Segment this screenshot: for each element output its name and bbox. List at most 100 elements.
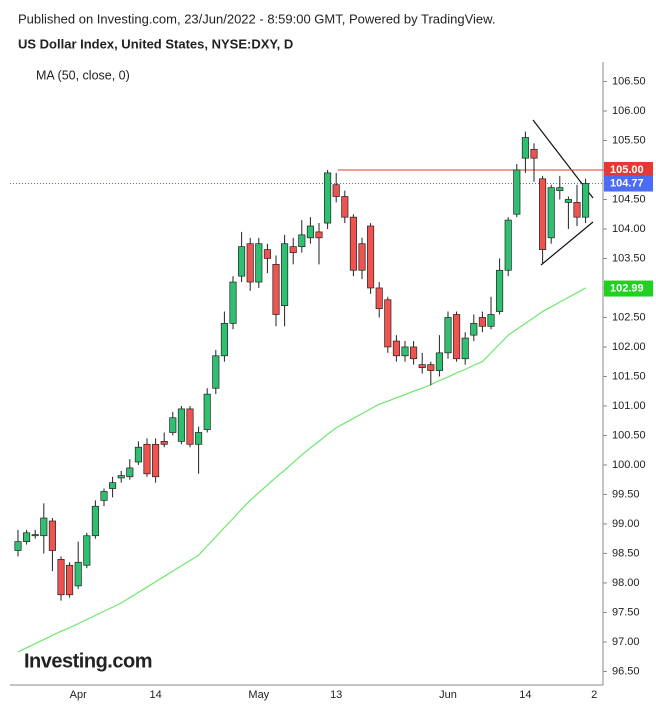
y-tick-label: 105.50 <box>612 134 646 146</box>
candle-body <box>306 225 314 239</box>
price-label: 104.77 <box>610 177 644 189</box>
candle-body <box>31 534 39 537</box>
candle-body <box>564 199 572 203</box>
header: Published on Investing.com, 23/Jun/2022 … <box>18 11 495 26</box>
price-label-box <box>604 280 653 297</box>
candle-body <box>401 346 409 357</box>
y-tick-label: 96.50 <box>612 665 640 677</box>
candle-body <box>573 202 581 218</box>
logo: Investing.com <box>24 650 152 672</box>
candle-body <box>117 475 125 479</box>
candle-body <box>513 169 521 215</box>
y-tick-label: 99.00 <box>612 518 640 530</box>
candle-body <box>195 432 203 445</box>
x-tick-label: 14 <box>519 689 531 701</box>
y-tick-label: 101.50 <box>612 370 646 382</box>
candle-body <box>212 355 220 389</box>
y-tick-label: 99.50 <box>612 488 640 500</box>
candle-body <box>281 243 289 307</box>
candle-body <box>100 491 108 501</box>
candle-body <box>160 440 168 445</box>
candle-body <box>83 535 91 566</box>
y-tick-label: 98.00 <box>612 577 640 589</box>
x-tick-label: 14 <box>149 689 161 701</box>
candle-body <box>263 249 271 259</box>
candle-body <box>57 558 65 596</box>
candle-body <box>530 148 538 159</box>
candle-body <box>289 246 297 253</box>
candle-body <box>392 340 400 357</box>
candle-body <box>358 243 366 271</box>
y-tick-label: 98.50 <box>612 547 640 559</box>
x-tick-label: 13 <box>330 689 342 701</box>
x-tick-label: May <box>248 689 269 701</box>
candle-body <box>74 561 82 587</box>
candle-body <box>470 323 478 336</box>
candle-body <box>582 183 590 218</box>
y-tick-label: 102.00 <box>612 341 646 353</box>
candle-body <box>453 314 461 360</box>
y-tick-label: 104.50 <box>612 193 646 205</box>
y-tick-label: 97.00 <box>612 636 640 648</box>
candle-body <box>324 172 332 224</box>
chart-title: US Dollar Index, United States, NYSE:DXY… <box>18 36 293 51</box>
x-tick-label: 2 <box>591 689 597 701</box>
triangle-lower <box>540 221 594 266</box>
candle-body <box>461 337 469 360</box>
candle-body <box>109 482 117 489</box>
candle-body <box>134 446 142 463</box>
candle-body <box>375 287 383 309</box>
candle-body <box>220 323 228 357</box>
ma-line <box>17 287 586 653</box>
candle-body <box>152 443 160 478</box>
candle-body <box>66 564 74 596</box>
candle-body <box>246 243 254 283</box>
price-label: 105.00 <box>610 164 644 176</box>
candle-body <box>23 532 31 542</box>
candle-body <box>478 317 486 327</box>
candle-body <box>547 187 555 239</box>
candle-body <box>229 281 237 324</box>
candle-body <box>143 443 151 475</box>
candle-body <box>91 505 99 537</box>
candle-body <box>487 314 495 327</box>
price-label-box <box>604 161 653 178</box>
candle-body <box>40 517 48 537</box>
price-label-box <box>604 175 653 192</box>
candle-body <box>539 178 547 250</box>
candle-body <box>186 408 194 445</box>
y-tick-label: 106.00 <box>612 105 646 117</box>
candle-body <box>349 216 357 271</box>
x-tick-label: Jun <box>439 689 457 701</box>
candle-body <box>427 364 435 371</box>
candle-body <box>496 269 504 312</box>
candle-body <box>418 364 426 368</box>
y-tick-label: 106.50 <box>612 75 646 87</box>
indicator-label: MA (50, close, 0) <box>36 68 130 82</box>
price-label: 102.99 <box>610 282 644 294</box>
candle-body <box>332 184 340 197</box>
y-tick-label: 102.50 <box>612 311 646 323</box>
candle-body <box>126 467 134 478</box>
y-tick-label: 100.00 <box>612 459 646 471</box>
candle-body <box>315 231 323 239</box>
y-tick-label: 101.00 <box>612 400 646 412</box>
candle-body <box>367 225 375 289</box>
candle-body <box>556 187 564 191</box>
candle-body <box>272 264 280 315</box>
candle-body <box>298 234 306 248</box>
candle-body <box>341 196 349 218</box>
candle-body <box>504 219 512 271</box>
candle-body <box>48 520 56 551</box>
candle-body <box>410 346 418 360</box>
candle-body <box>14 541 22 551</box>
y-tick-label: 104.00 <box>612 223 646 235</box>
candle-body <box>521 137 529 159</box>
candle-body <box>238 246 246 277</box>
candle-body <box>255 243 263 283</box>
candle-body <box>169 417 177 433</box>
candle-body <box>203 393 211 430</box>
candle-body <box>444 317 452 354</box>
